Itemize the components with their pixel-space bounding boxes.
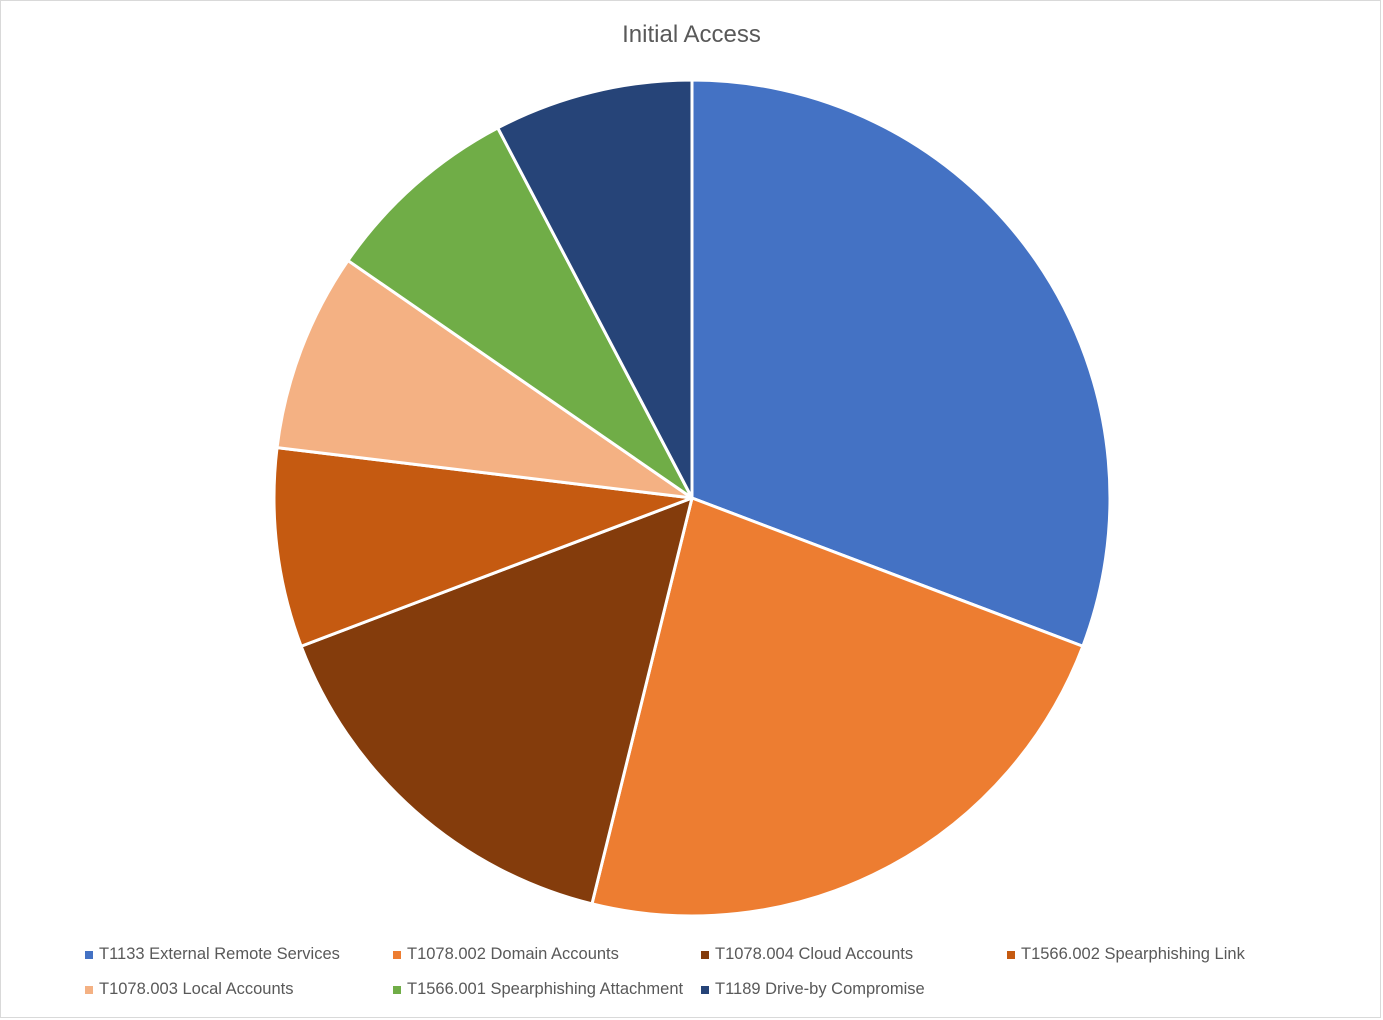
legend-swatch	[701, 950, 709, 959]
legend-row: T1133 External Remote Services T1078.002…	[85, 945, 1345, 980]
chart-title: Initial Access	[622, 21, 761, 48]
pie-slice	[590, 496, 1085, 918]
legend-item: T1078.002 Domain Accounts	[393, 945, 619, 964]
legend-item: T1566.001 Spearphishing Attachment	[393, 980, 683, 999]
legend-item: T1189 Drive-by Compromise	[701, 980, 925, 999]
pie-slice	[275, 259, 694, 500]
pie-slice	[496, 78, 694, 500]
legend-label: T1566.001 Spearphishing Attachment	[407, 980, 684, 998]
legend-label: T1189 Drive-by Compromise	[715, 980, 925, 998]
legend-label: T1078.003 Local Accounts	[99, 980, 294, 998]
pie-slice	[299, 496, 694, 906]
legend-label: T1078.002 Domain Accounts	[407, 945, 619, 963]
pie-slice	[690, 78, 1112, 648]
legend-item: T1133 External Remote Services	[85, 945, 340, 964]
legend-item: T1566.002 Spearphishing Link	[1007, 945, 1245, 964]
legend-swatch	[701, 985, 709, 994]
legend-label: T1566.002 Spearphishing Link	[1021, 945, 1245, 963]
legend-label: T1078.004 Cloud Accounts	[715, 945, 914, 963]
legend: T1133 External Remote Services T1078.002…	[85, 945, 1345, 1015]
legend-swatch	[393, 985, 401, 994]
legend-item: T1078.003 Local Accounts	[85, 980, 293, 999]
pie-slice	[272, 446, 694, 648]
pie-slice	[346, 126, 694, 500]
legend-row: T1078.003 Local Accounts T1566.001 Spear…	[85, 980, 1345, 1015]
legend-swatch	[1007, 950, 1015, 959]
legend-swatch	[393, 950, 401, 959]
legend-swatch	[85, 985, 93, 994]
legend-swatch	[85, 950, 93, 959]
legend-label: T1133 External Remote Services	[99, 945, 340, 963]
legend-item: T1078.004 Cloud Accounts	[701, 945, 913, 964]
